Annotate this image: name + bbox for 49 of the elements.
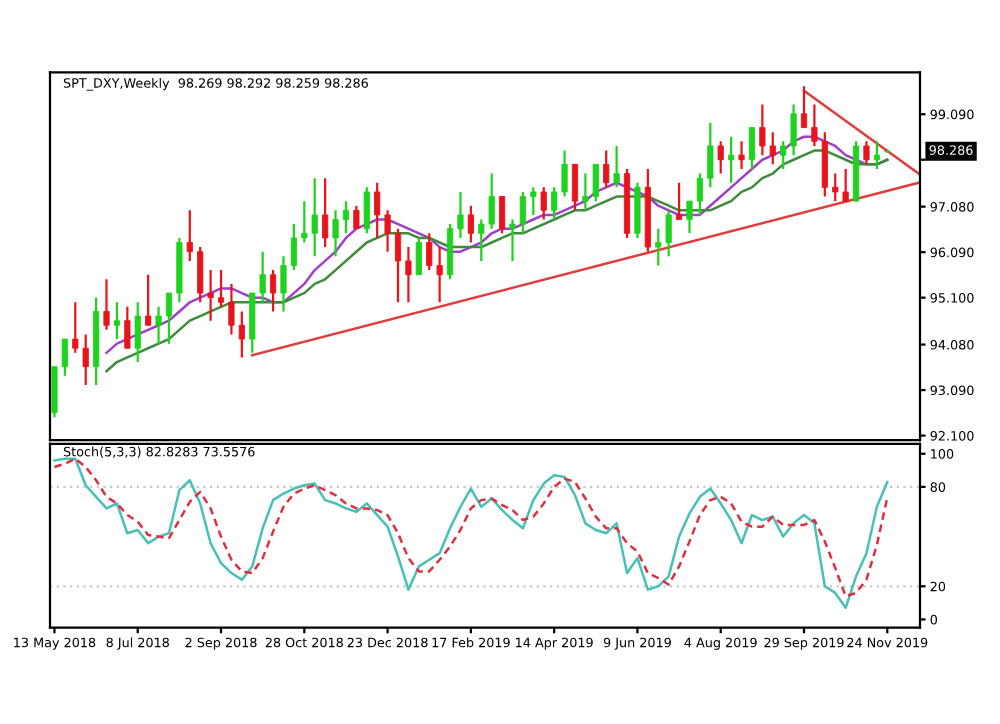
candlestick (61, 337, 68, 377)
candlestick (728, 135, 735, 184)
candlestick (363, 186, 370, 235)
candlestick (51, 365, 58, 419)
candlestick (540, 186, 547, 221)
candlestick (165, 291, 173, 345)
candlestick (519, 190, 527, 235)
candlestick (134, 301, 141, 364)
candlestick (738, 140, 745, 171)
candlestick (748, 126, 756, 171)
candlestick (145, 273, 152, 327)
candlestick (353, 204, 360, 230)
candlestick (509, 218, 516, 262)
candlestick (155, 305, 162, 345)
candlestick (873, 140, 880, 171)
candlestick (269, 268, 277, 313)
candlestick (446, 223, 454, 281)
candlestick (467, 204, 474, 244)
candlestick (686, 200, 693, 235)
candlestick (457, 190, 464, 240)
candlestick (322, 177, 329, 249)
candlestick (675, 181, 683, 221)
candlestick (415, 236, 422, 276)
candlestick (290, 223, 297, 272)
candlestick (863, 140, 870, 166)
candlestick (124, 305, 131, 350)
candlestick (186, 209, 193, 262)
candlestick (499, 195, 506, 235)
candlestick (394, 227, 402, 304)
candlestick (613, 144, 620, 189)
candlestick (280, 255, 287, 313)
candlestick (707, 121, 714, 189)
candlestick (634, 181, 641, 240)
candlestick (238, 310, 245, 359)
candlestick (342, 200, 350, 235)
candlestick (800, 85, 808, 129)
candlestick (561, 149, 568, 198)
candlestick (332, 209, 339, 258)
candlestick (603, 149, 610, 189)
candlestick (228, 282, 235, 336)
candlestick (571, 163, 579, 212)
candlestick (530, 186, 537, 217)
candlestick (717, 140, 724, 175)
candlestick (103, 278, 110, 331)
candlestick (113, 301, 121, 341)
candlestick (405, 245, 412, 304)
candlestick (696, 172, 703, 217)
candlestick (217, 268, 225, 308)
candlestick (551, 186, 558, 221)
